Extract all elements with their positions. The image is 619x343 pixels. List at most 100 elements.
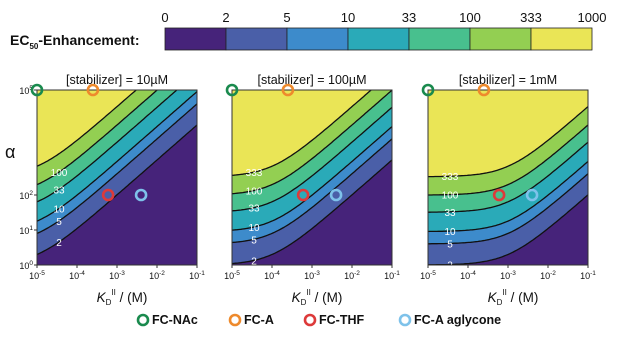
contour-line-2 bbox=[232, 159, 392, 265]
colorbar-tick-label: 5 bbox=[283, 10, 290, 25]
marker-fc-thf bbox=[492, 188, 506, 202]
contour-line-5 bbox=[232, 138, 392, 244]
legend-label: FC-A bbox=[244, 313, 274, 327]
legend-marker bbox=[228, 313, 242, 327]
legend: FC-NAc FC-A FC-THF FC-A aglycone bbox=[136, 313, 501, 327]
x-tick-label: 10-4 bbox=[264, 270, 280, 281]
panel-2: 2 510 33 100 333 [stabilizer] = 100µM 10-5 10-4… bbox=[224, 73, 400, 307]
contour-label: 2 bbox=[56, 238, 62, 249]
contour-band-333 bbox=[428, 90, 588, 177]
colorbar-swatch bbox=[530, 27, 593, 51]
colorbar-tick-label: 333 bbox=[520, 10, 542, 25]
x-tick-label: 10-2 bbox=[149, 270, 165, 281]
marker-fc-a bbox=[86, 83, 100, 97]
contour-line-5 bbox=[37, 103, 197, 234]
x-tick-label: 10-1 bbox=[384, 270, 400, 281]
colorbar-swatch bbox=[286, 27, 349, 51]
contour-label: 10 bbox=[53, 205, 65, 216]
colorbar-label: EC50-Enhancement: bbox=[10, 32, 139, 51]
x-tick-label: 10-3 bbox=[500, 270, 516, 281]
colorbar: EC50-Enhancement: 0 2 5 10 33 100 333 1000 bbox=[10, 10, 606, 51]
contour-band-333 bbox=[37, 90, 137, 167]
contour-line-10 bbox=[232, 126, 392, 231]
colorbar-swatch bbox=[225, 27, 288, 51]
marker-fc-a bbox=[281, 83, 295, 97]
contour-line-100 bbox=[37, 90, 159, 186]
x-tick-label: 10-2 bbox=[540, 270, 556, 281]
contour-line-333 bbox=[37, 90, 138, 167]
colorbar-swatches bbox=[164, 27, 593, 51]
contour-line-10 bbox=[428, 161, 588, 233]
contour-line-5 bbox=[428, 173, 588, 245]
x-tick-label: 10-3 bbox=[304, 270, 320, 281]
contour-label: 5 bbox=[56, 217, 62, 228]
contour-label: 333 bbox=[246, 168, 263, 179]
legend-marker bbox=[398, 313, 412, 327]
colorbar-tick-label: 10 bbox=[341, 10, 355, 25]
colorbar-ticks: 0 2 5 10 33 100 333 1000 bbox=[161, 10, 606, 25]
contour-line-100 bbox=[428, 124, 588, 196]
marker-fc-nac bbox=[225, 83, 239, 97]
contour-line-100 bbox=[232, 90, 392, 195]
panel-3: 2 510 33 100 333 [stabilizer] = 1mM 10-5 10-4 10… bbox=[420, 73, 596, 307]
legend-label: FC-THF bbox=[319, 313, 364, 327]
colorbar-tick-label: 33 bbox=[402, 10, 416, 25]
x-tick-label: 10-5 bbox=[420, 270, 436, 281]
x-tick-label: 10-4 bbox=[460, 270, 476, 281]
contour-line-33 bbox=[428, 141, 588, 213]
y-tick-label: 102 bbox=[19, 190, 33, 201]
legend-label: FC-A aglycone bbox=[414, 313, 501, 327]
contour-label: 2 bbox=[447, 260, 453, 271]
contour-line-10 bbox=[37, 91, 197, 222]
x-axis-label: KDII / (M) bbox=[292, 288, 343, 307]
contour-line-2 bbox=[37, 124, 197, 256]
panel-title: [stabilizer] = 10µM bbox=[66, 73, 168, 87]
x-axis-label: KDII / (M) bbox=[488, 288, 539, 307]
colorbar-swatch bbox=[347, 27, 410, 51]
contour-label: 5 bbox=[447, 239, 453, 250]
marker-fc-nac bbox=[30, 83, 44, 97]
marker-fc-nac bbox=[421, 83, 435, 97]
marker-fc-a-aglycone bbox=[329, 188, 343, 202]
contour-line-2 bbox=[428, 194, 588, 265]
contour-label: 5 bbox=[251, 235, 257, 246]
colorbar-tick-label: 0 bbox=[161, 10, 168, 25]
heatmap-body: 2 510 33 100 333 bbox=[428, 90, 588, 271]
marker-fc-a bbox=[477, 83, 491, 97]
legend-label: FC-NAc bbox=[152, 313, 198, 327]
contour-label: 333 bbox=[442, 172, 459, 183]
contour-label: 33 bbox=[248, 204, 260, 215]
legend-marker bbox=[303, 313, 317, 327]
x-tick-label: 10-5 bbox=[29, 270, 45, 281]
contour-label: 100 bbox=[246, 187, 263, 198]
legend-marker bbox=[136, 313, 150, 327]
contour-line-33 bbox=[37, 90, 178, 203]
contour-label: 100 bbox=[442, 191, 459, 202]
y-axis-label: α bbox=[5, 142, 15, 162]
panel-title: [stabilizer] = 1mM bbox=[459, 73, 557, 87]
contour-label: 2 bbox=[251, 256, 257, 267]
panel-1: 2 510 33 100 [stabilizer] = 10µM 10-5 10-4 10-3… bbox=[19, 73, 205, 307]
contour-label: 33 bbox=[53, 185, 65, 196]
contour-label: 33 bbox=[444, 208, 456, 219]
contour-line-333 bbox=[428, 106, 588, 178]
x-tick-label: 10-2 bbox=[344, 270, 360, 281]
contour-label: 10 bbox=[444, 227, 456, 238]
colorbar-swatch bbox=[164, 27, 227, 51]
contour-line-333 bbox=[232, 90, 373, 176]
contour-line-33 bbox=[232, 106, 392, 212]
contour-label: 100 bbox=[51, 168, 68, 179]
y-tick-label: 101 bbox=[19, 225, 33, 236]
x-tick-label: 10-5 bbox=[224, 270, 240, 281]
marker-fc-a-aglycone bbox=[134, 188, 148, 202]
y-tick-label: 100 bbox=[19, 260, 33, 271]
colorbar-tick-label: 100 bbox=[459, 10, 481, 25]
heatmap-body: 2 510 33 100 bbox=[37, 90, 197, 265]
panel-title: [stabilizer] = 100µM bbox=[258, 73, 367, 87]
heatmap-body: 2 510 33 100 333 bbox=[232, 90, 392, 267]
x-tick-label: 10-4 bbox=[69, 270, 85, 281]
x-tick-label: 10-3 bbox=[109, 270, 125, 281]
colorbar-tick-label: 1000 bbox=[578, 10, 607, 25]
x-tick-label: 10-1 bbox=[189, 270, 205, 281]
